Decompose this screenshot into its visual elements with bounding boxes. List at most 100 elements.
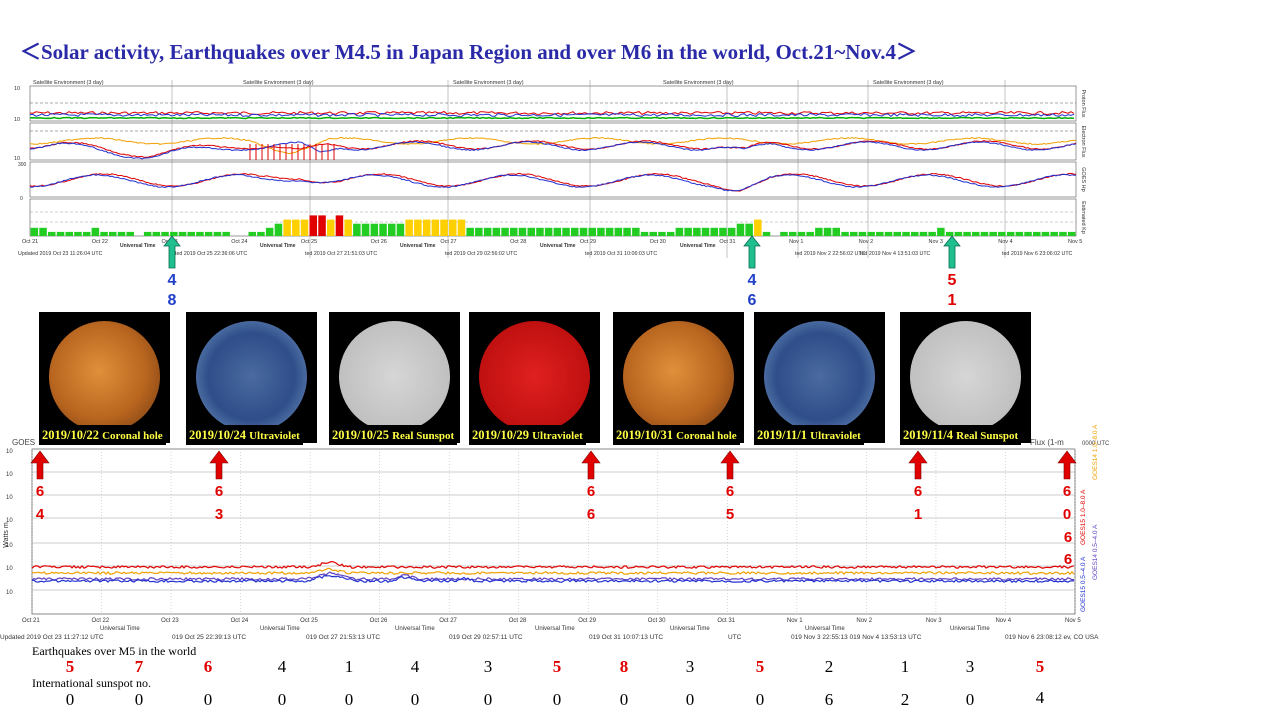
kp-bar (187, 231, 195, 236)
xray-date-label: Oct 22 (92, 618, 110, 624)
xray-date-label: Oct 28 (509, 618, 527, 624)
kp-bar (74, 231, 82, 236)
sun-disk (339, 321, 450, 432)
electron-flux-line (29, 139, 1077, 158)
updated-label: ted 2019 Nov 6 23:06:02 UTC (1002, 251, 1073, 257)
sun-image-caption: 2019/11/1 Ultraviolet (754, 425, 864, 445)
satellite-subpanel (29, 161, 1077, 198)
kp-bar (597, 227, 605, 236)
sun-image-date: 2019/10/22 (42, 428, 103, 442)
sunspot-number: 6 (824, 690, 834, 709)
proton-flux-line (29, 116, 1075, 120)
xray-legend-entry: GOES14 1.0–8.0 A (1092, 424, 1099, 480)
japan-eq-number: 4 (168, 272, 177, 289)
world-eq-number: 6 (587, 483, 595, 500)
top-date-label: Oct 28 (510, 239, 526, 245)
kp-bar (501, 227, 509, 236)
xray-header-label: GOES (12, 438, 35, 447)
sun-image (329, 312, 460, 443)
kp-bar (222, 231, 230, 236)
kp-bar (876, 231, 884, 236)
updated-label: ted 2019 Nov 2 22:56:02 UTC (795, 251, 866, 257)
xray-updated-label: 019 Nov 3 22:55:13 019 Nov 4 13:53:13 UT… (791, 634, 922, 641)
sun-disk (479, 321, 590, 432)
top-date-label: Nov 1 (789, 239, 803, 245)
kp-bar (745, 223, 753, 236)
y-tick-label: 300 (18, 162, 27, 168)
kp-bar (658, 231, 666, 236)
xray-legend-entry: GOES15 0.5–4.0 A (1080, 556, 1087, 612)
kp-bar (82, 231, 91, 236)
xray-updated-label: 019 Nov 6 23:08:12 ev, CO USA (1005, 634, 1099, 641)
earthquake-row-label: Earthquakes over M5 in the world (32, 644, 197, 658)
satellite-subpanel (29, 198, 1077, 237)
world-eq-number: 6 (36, 483, 44, 500)
xray-y-tick: 10 (6, 543, 13, 549)
kp-bar (143, 231, 152, 236)
kp-bar (937, 227, 945, 236)
kp-bar (152, 231, 161, 236)
kp-bar (850, 231, 858, 236)
world-eq-arrow (720, 450, 740, 480)
kp-bar (396, 223, 405, 236)
world-eq-number: 6 (587, 506, 595, 523)
universal-time-label: Universal Time (670, 626, 710, 632)
top-date-label: Oct 25 (301, 239, 317, 245)
xray-date-label: Nov 1 (787, 618, 803, 624)
kp-bar (344, 219, 352, 236)
sunspot-number: 0 (619, 690, 629, 709)
sunspot-number: 0 (755, 690, 765, 709)
kp-bar (693, 227, 701, 236)
top-date-label: Oct 29 (580, 239, 596, 245)
xray-flux-line (31, 560, 1075, 570)
sun-image-kind: Real Sunspot (392, 430, 455, 442)
kp-bar (370, 223, 379, 236)
sunspot-number: 0 (344, 690, 354, 709)
updated-label: Updated 2019 Oct 23 11:26:04 UTC (18, 251, 103, 257)
kp-bar (213, 231, 222, 236)
kp-bar (309, 215, 317, 236)
sunspot-number: 0 (277, 690, 287, 709)
kp-bar (414, 219, 422, 236)
kp-bar (422, 219, 431, 236)
world-eq-number: 6 (726, 483, 734, 500)
sunspot-number: 0 (483, 690, 493, 709)
sun-image-kind: Coronal hole (102, 430, 163, 442)
sun-image-caption: 2019/10/25 Real Sunspot (329, 425, 458, 445)
world-eq-number: 6 (914, 483, 922, 500)
sunspot-number: 0 (965, 690, 975, 709)
universal-time-label: Universal Time (535, 626, 575, 632)
kp-bar (109, 231, 117, 236)
earthquake-count: 8 (619, 657, 629, 676)
sun-image-date: 2019/10/25 (332, 428, 393, 442)
kp-bar (719, 227, 727, 236)
universal-time-label: Universal Time (540, 243, 576, 249)
sun-image-kind: Real Sunspot (956, 430, 1019, 442)
kp-bar (300, 219, 309, 236)
sunspot-number: 2 (900, 690, 910, 709)
kp-bar (248, 231, 256, 236)
kp-bar (379, 223, 387, 236)
xray-header-label: 0000 UTC (1082, 441, 1110, 447)
satellite-subpanel (29, 122, 1077, 161)
kp-bar (666, 231, 675, 236)
proton-flux-line (29, 112, 1075, 118)
japan-eq-number: 6 (748, 292, 757, 309)
xray-date-label: Oct 25 (300, 618, 318, 624)
kp-bar (710, 227, 718, 236)
sun-image-date: 2019/11/1 (757, 428, 811, 442)
world-eq-number: 5 (726, 506, 734, 523)
y-tick-label: 10 (14, 86, 20, 92)
sunspot-number: 0 (203, 690, 213, 709)
world-eq-number: 6 (1064, 551, 1072, 568)
xray-y-tick: 10 (6, 518, 13, 524)
y-tick-label: 10 (14, 117, 20, 123)
sunspot-number: 4 (1035, 688, 1045, 707)
sun-image-caption: 2019/10/29 Ultraviolet (469, 425, 586, 445)
sun-disk (764, 321, 875, 432)
world-eq-arrow (581, 450, 601, 480)
kp-bar (56, 231, 65, 236)
kp-bar (100, 231, 108, 236)
y-tick-label: 0 (20, 196, 23, 202)
universal-time-label: Universal Time (805, 626, 845, 632)
